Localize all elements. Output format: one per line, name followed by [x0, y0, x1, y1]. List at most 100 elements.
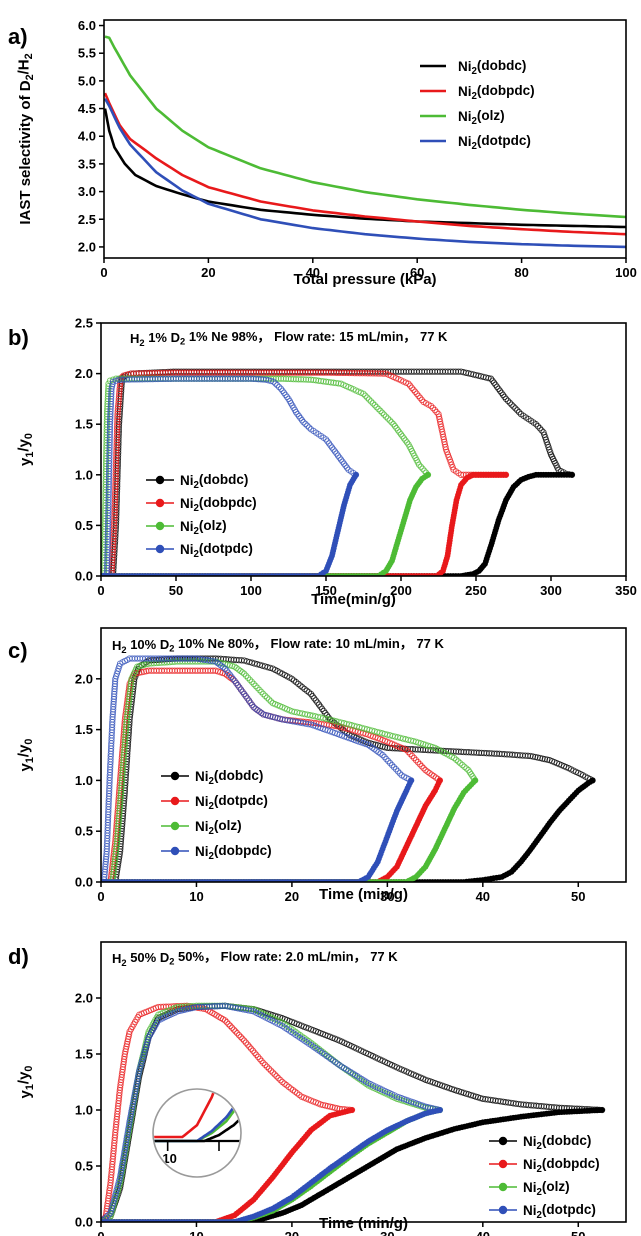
h2-point [495, 385, 502, 392]
h2-point [501, 393, 508, 401]
h2-point [223, 1019, 230, 1026]
h2-point [174, 1008, 181, 1015]
h2-point [415, 461, 423, 468]
h2-point [512, 405, 519, 412]
legend-marker [498, 1159, 508, 1169]
h2-point [508, 401, 515, 408]
y-tick-label: 0.5 [75, 1159, 93, 1174]
y-axis-label: y1/y0 [16, 1066, 37, 1099]
axes-frame [100, 941, 627, 1223]
h2-point [295, 412, 303, 420]
legend-label: Ni2(dobdc) [195, 768, 263, 787]
h2-point [377, 407, 384, 415]
h2-point [324, 438, 331, 445]
h2-point [109, 380, 116, 388]
h2-point [390, 764, 398, 771]
y-tick-label: 4.0 [78, 129, 96, 144]
x-tick-label: 40 [476, 1229, 490, 1236]
panel-a: a)0 20 40 60 80 1002.02.53.03.54.04.55.05.56.… [8, 18, 637, 288]
h2-point [265, 696, 273, 703]
legend-label: Ni2(olz) [523, 1179, 570, 1198]
h2-point [364, 394, 371, 401]
x-tick-label: 10 [189, 1229, 203, 1236]
h2-point [514, 407, 521, 414]
h2-point [534, 423, 542, 430]
d2-point [569, 471, 575, 478]
h2-point [283, 1082, 290, 1089]
h2-point [254, 684, 261, 692]
h2-point [397, 431, 405, 438]
series-line-4 [104, 97, 626, 249]
condition-text: H2 1% D2 1% Ne 98%， Flow rate: 15 mL/min… [130, 329, 448, 348]
x-axis-label: Time (min/g) [319, 1215, 408, 1232]
h2-point [272, 380, 279, 387]
h2-point [386, 417, 393, 424]
h2-point [403, 746, 410, 754]
d2-point [503, 471, 509, 478]
h2-point [294, 410, 301, 418]
y-tick-label: 2.0 [78, 239, 96, 254]
legend: Ni2(dobdc)Ni2(dobpdc)Ni2(olz)Ni2(dotpdc) [420, 58, 535, 152]
h2-point [373, 747, 380, 754]
h2-point [457, 760, 464, 767]
h2-point [388, 762, 396, 769]
plot-area [101, 655, 596, 882]
h2-point [228, 673, 235, 680]
h2-point [453, 756, 460, 763]
series-4 [101, 1002, 444, 1222]
series-line-1 [104, 108, 626, 229]
x-tick-label: 10 [189, 889, 203, 904]
legend-marker [170, 821, 180, 831]
h2-point [282, 391, 289, 399]
d2-point [437, 1107, 443, 1113]
h2-point [405, 748, 412, 756]
legend-label: Ni2(dobdc) [523, 1133, 591, 1152]
h2-point [384, 415, 392, 422]
legend-label: Ni2(dobpdc) [195, 843, 272, 862]
h2-point [392, 766, 400, 773]
legend-marker [498, 1182, 508, 1192]
legend-marker [498, 1205, 508, 1215]
h2-point [239, 669, 246, 676]
y-tick-label: 2.0 [75, 991, 93, 1006]
x-tick-label: 0 [97, 583, 104, 598]
d2-point [408, 777, 415, 784]
legend-label: Ni2(olz) [195, 818, 242, 837]
h2-point [420, 765, 427, 772]
legend-label: Ni2(olz) [180, 518, 227, 537]
x-tick-label: 60 [410, 265, 424, 280]
h2-point [459, 761, 466, 769]
legend: Ni2(dobdc)Ni2(dobpdc)Ni2(olz)Ni2(dotpdc) [489, 1133, 600, 1221]
h2-point [244, 1041, 251, 1048]
h2-point [369, 744, 376, 751]
h2-point [409, 752, 416, 760]
h2-point [274, 382, 281, 389]
h2-point [225, 1020, 232, 1028]
legend-marker [155, 521, 165, 531]
h2-point [504, 397, 512, 404]
h2-point [223, 667, 230, 674]
h2-point [300, 419, 307, 426]
x-tick-label: 20 [285, 889, 299, 904]
h2-point [270, 378, 277, 385]
h2-point [371, 402, 378, 409]
series-line-3 [104, 35, 626, 219]
legend-label: Ni2(olz) [458, 108, 505, 127]
h2-point [108, 383, 116, 390]
d2-point [589, 777, 596, 784]
h2-point [242, 1039, 250, 1046]
inset-plot: 10 [154, 1090, 240, 1166]
h2-point [342, 462, 349, 469]
y-tick-label: 1.5 [75, 417, 93, 432]
legend-label: Ni2(dobdc) [458, 58, 526, 77]
axes-frame [100, 627, 627, 883]
d2-point [599, 1107, 605, 1113]
legend-label: Ni2(dobdc) [180, 472, 248, 491]
h2-point [263, 1063, 271, 1070]
h2-point [418, 763, 425, 770]
y-tick-label: 5.5 [78, 46, 96, 61]
y-tick-label: 0.0 [75, 1215, 93, 1230]
y-tick-label: 0.0 [75, 875, 93, 890]
h2-point [288, 675, 296, 682]
h2-point [250, 680, 257, 688]
